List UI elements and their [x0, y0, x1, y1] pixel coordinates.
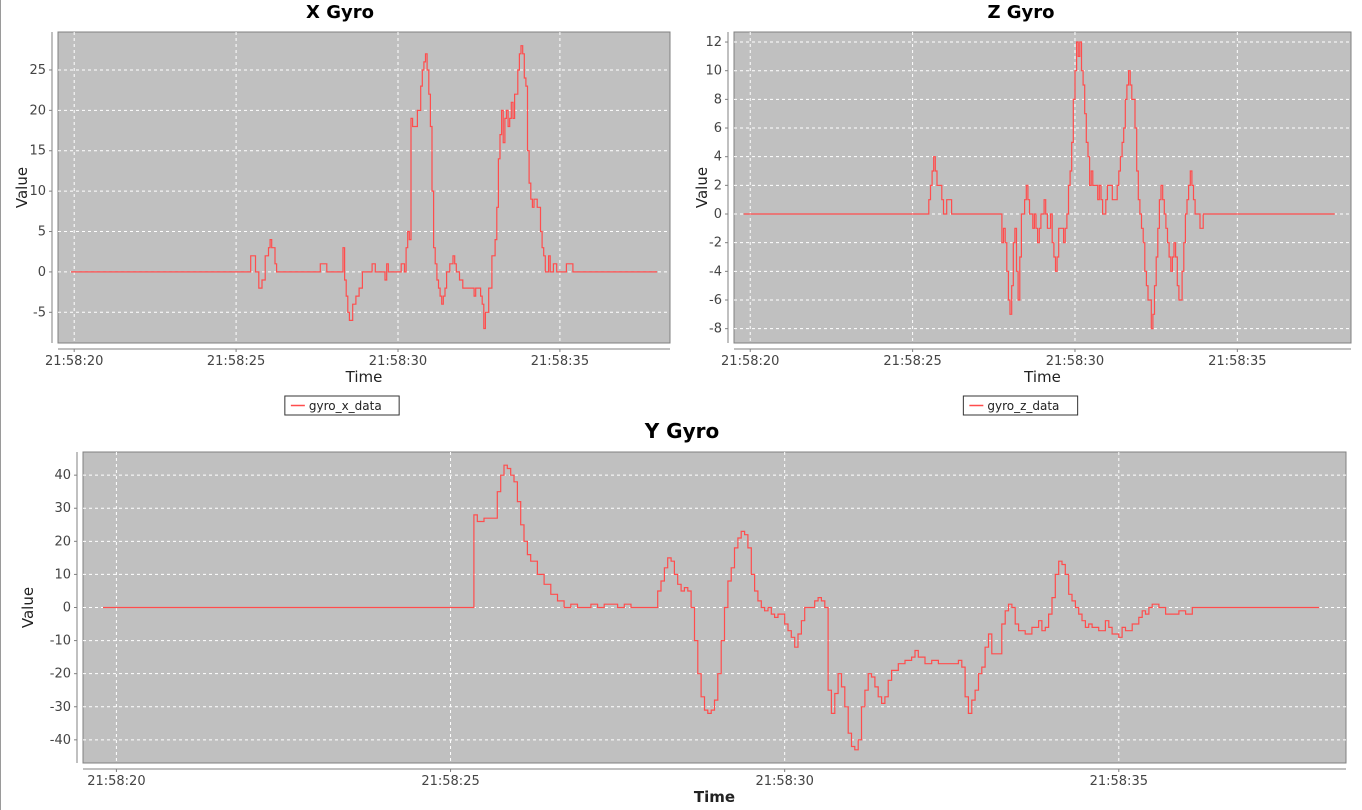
series-line-gyro_y [103, 464, 1320, 751]
plot-area [57, 31, 671, 344]
y-tick-label: 20 [54, 534, 71, 549]
y-tick-label: 10 [705, 64, 722, 79]
z-gyro-chart: Z Gyro -8 -6 -4 -2 0 2 4 6 8 10 12 21:58:20 21:58:25 2… [693, 2, 1352, 416]
y-tick-label: 8 [714, 92, 722, 107]
x-tick-label: 21:58:35 [531, 354, 589, 369]
y-tick-label: -10 [50, 634, 71, 649]
y-tick-label: 0 [38, 265, 46, 280]
legend-label: gyro_z_data [987, 399, 1059, 413]
y-tick-label: -30 [50, 700, 71, 715]
x-tick-label: 21:58:30 [755, 774, 813, 789]
chart-title: Y Gyro [644, 419, 720, 443]
y-axis-label: Value [19, 587, 37, 628]
legend-label: gyro_x_data [309, 399, 382, 413]
x-axis-label: Time [345, 368, 383, 386]
legend: gyro_z_data [962, 395, 1079, 416]
x-tick-label: 21:58:20 [45, 354, 103, 369]
x-axis-label: Time [694, 788, 735, 806]
legend: gyro_x_data [284, 395, 400, 416]
y-tick-label: -6 [709, 293, 722, 308]
y-tick-label: 12 [705, 35, 722, 50]
x-tick-label: 21:58:25 [207, 354, 265, 369]
chart-title: X Gyro [306, 2, 374, 23]
y-tick-label: 0 [714, 207, 722, 222]
y-tick-label: 10 [29, 184, 46, 199]
x-tick-label: 21:58:35 [1208, 354, 1266, 369]
y-tick-label: 6 [714, 121, 722, 136]
y-tick-label: 10 [54, 567, 71, 582]
x-tick-label: 21:58:35 [1090, 774, 1148, 789]
y-tick-label: 5 [38, 225, 46, 240]
y-tick-label: -8 [709, 322, 722, 337]
y-tick-label: 0 [63, 601, 71, 616]
x-axis-label: Time [1023, 368, 1061, 386]
series-line-gyro_z_data [743, 41, 1335, 330]
y-tick-label: -2 [709, 236, 722, 251]
legend-box [962, 395, 1079, 416]
x-tick-label: 21:58:20 [87, 774, 145, 789]
y-tick-label: 4 [714, 150, 722, 165]
x-tick-label: 21:58:30 [1046, 354, 1104, 369]
y-tick-label: 2 [714, 178, 722, 193]
y-tick-label: 15 [29, 144, 46, 159]
x-tick-label: 21:58:25 [421, 774, 479, 789]
y-axis-label: Value [13, 167, 31, 208]
y-tick-label: -5 [33, 305, 46, 320]
x-gyro-chart: X Gyro -5 0 5 10 15 20 25 21:58:20 21:58:25 21:58:… [13, 2, 671, 416]
window-left-edge [0, 0, 1, 810]
y-tick-label: -40 [50, 733, 71, 748]
y-tick-label: -4 [709, 264, 722, 279]
y-axis-label: Value [693, 167, 711, 208]
plot-area [733, 31, 1352, 344]
x-tick-label: 21:58:20 [721, 354, 779, 369]
x-tick-label: 21:58:30 [369, 354, 427, 369]
y-tick-label: 30 [54, 501, 71, 516]
x-tick-label: 21:58:25 [883, 354, 941, 369]
series-line-gyro_x_data [71, 45, 657, 330]
y-tick-label: 25 [29, 63, 46, 78]
chart-title: Z Gyro [987, 2, 1054, 23]
legend-box [284, 395, 400, 416]
y-tick-label: 40 [54, 468, 71, 483]
y-tick-label: 20 [29, 103, 46, 118]
y-tick-label: -20 [50, 667, 71, 682]
